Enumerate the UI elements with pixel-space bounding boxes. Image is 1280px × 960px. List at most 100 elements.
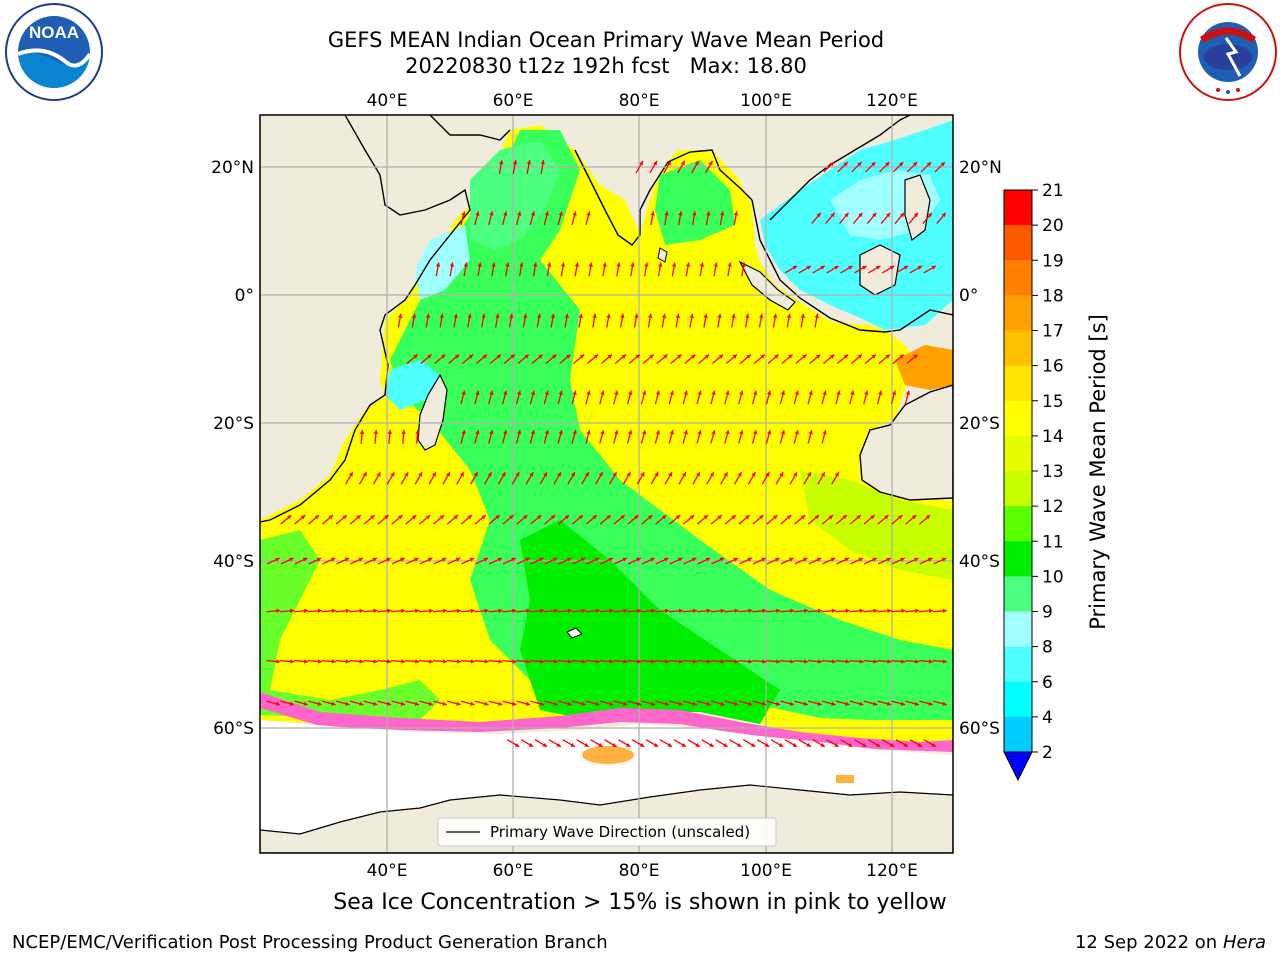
wave-arrow-head: [425, 515, 431, 520]
wave-arrow-head: [766, 390, 772, 396]
wave-arrow-head: [316, 557, 322, 562]
wave-arrow-head: [789, 701, 794, 706]
wave-arrow-head: [829, 162, 834, 167]
wave-arrow-head: [681, 742, 686, 747]
wave-arrow-head: [862, 265, 867, 270]
wave-arrow-head: [820, 472, 825, 477]
colorbar-tick-label: 17: [1042, 322, 1064, 342]
wave-arrow-head: [663, 354, 668, 359]
wave-arrow-head: [509, 515, 514, 520]
wave-arrow-head: [467, 515, 472, 520]
wave-arrow-head: [653, 742, 659, 747]
wave-arrow-head: [566, 557, 572, 562]
wave-arrow-head: [598, 742, 603, 747]
wave-arrow-head: [690, 354, 696, 359]
wave-arrow-head: [822, 430, 827, 435]
wave-arrow-head: [925, 515, 931, 520]
wave-arrow-head: [794, 390, 799, 396]
wave-arrow-head: [491, 262, 496, 267]
wave-arrow-head: [514, 742, 520, 747]
legend-box: [437, 817, 777, 847]
wave-arrow-head: [565, 354, 571, 359]
wave-arrow-head: [328, 515, 334, 520]
wave-arrow-head: [467, 313, 472, 318]
lon-label-bottom: 40°E: [367, 861, 408, 881]
wave-arrow-head: [889, 265, 895, 270]
wave-arrow-head: [572, 211, 577, 216]
wave-arrow-head: [873, 608, 878, 613]
wave-arrow-head: [540, 608, 545, 613]
wave-arrow-head: [703, 515, 708, 520]
borneo-land: [859, 244, 901, 296]
wave-arrow-head: [286, 515, 292, 520]
colorbar-label: Primary Wave Mean Period [s]: [1086, 314, 1110, 630]
lon-label-bottom: 60°E: [493, 861, 534, 881]
sea-ice-patch: [582, 746, 634, 764]
wave-arrow-head: [384, 515, 389, 520]
top-longitude-labels: 40°E 60°E 80°E 100°E 120°E: [367, 91, 918, 111]
southeast-asia-coastline: [751, 199, 953, 333]
wave-arrow-head: [731, 313, 736, 318]
wave-arrow-head: [655, 390, 661, 396]
wave-arrow-head: [622, 557, 627, 562]
wave-arrow-head: [664, 211, 669, 216]
wave-arrow-head: [878, 390, 883, 396]
wave-arrow-head: [373, 608, 378, 613]
wave-arrow-head: [942, 659, 947, 664]
wave-arrow-head: [803, 659, 809, 664]
wave-arrow-head: [427, 557, 433, 562]
wave-arrow-head: [376, 472, 381, 477]
wave-arrow-head: [481, 515, 486, 520]
ocean-green-east: [800, 470, 953, 580]
wave-arrow-head: [859, 701, 864, 706]
wave-arrow-head: [290, 659, 295, 664]
lat-label-right: 60°S: [959, 719, 1000, 739]
wave-arrow-head: [927, 212, 932, 218]
wave-arrow-head: [470, 608, 475, 613]
wave-arrow-head: [651, 659, 656, 664]
wave-arrow-head: [692, 608, 697, 613]
wave-arrow-head: [564, 515, 570, 520]
wave-arrow-head: [834, 742, 839, 747]
wave-arrow-head: [567, 701, 572, 706]
wave-arrow-head: [720, 659, 725, 664]
wave-arrow-head: [580, 557, 586, 562]
wave-arrow-head: [689, 515, 695, 520]
colorbar-band: [1004, 611, 1032, 648]
wave-arrow-head: [680, 160, 685, 166]
wave-arrow-head: [626, 472, 631, 477]
wave-arrow-head: [706, 608, 711, 613]
wave-arrow-head: [843, 162, 848, 167]
wave-arrow-head: [442, 701, 447, 706]
lat-label-left: 60°S: [213, 719, 254, 739]
wave-arrow-head: [515, 472, 520, 477]
wave-arrow-head: [586, 430, 591, 435]
wave-arrow-head: [586, 390, 591, 396]
wave-arrow-head: [553, 608, 559, 613]
wave-arrow-head: [665, 608, 670, 613]
wave-arrow-head: [664, 701, 669, 706]
wave-arrow-head: [915, 608, 920, 613]
australia-land: [859, 384, 953, 501]
wave-arrow-head: [415, 659, 420, 664]
wave-arrow-head: [390, 472, 395, 477]
wave-arrow-head: [711, 430, 716, 435]
wave-arrow-head: [427, 354, 432, 359]
wave-arrow-head: [614, 390, 619, 396]
wave-arrow-head: [550, 313, 556, 318]
wave-arrow-head: [872, 557, 877, 562]
wave-arrow-head: [775, 557, 780, 562]
lon-label-bottom: 120°E: [866, 861, 918, 881]
ocean-cyan-somali: [415, 225, 470, 300]
wave-arrow-head: [373, 429, 379, 434]
wave-arrow-head: [751, 472, 756, 477]
lon-label-top: 120°E: [866, 91, 918, 111]
wave-arrow-head: [536, 515, 542, 520]
wave-arrow-head: [637, 608, 642, 613]
wave-arrow-head: [564, 313, 569, 318]
wave-arrow-head: [898, 162, 904, 167]
wave-arrow-head: [648, 313, 653, 318]
indochina-coastline: [769, 115, 911, 221]
lon-label-top: 40°E: [367, 91, 408, 111]
wave-arrow-head: [612, 472, 617, 477]
